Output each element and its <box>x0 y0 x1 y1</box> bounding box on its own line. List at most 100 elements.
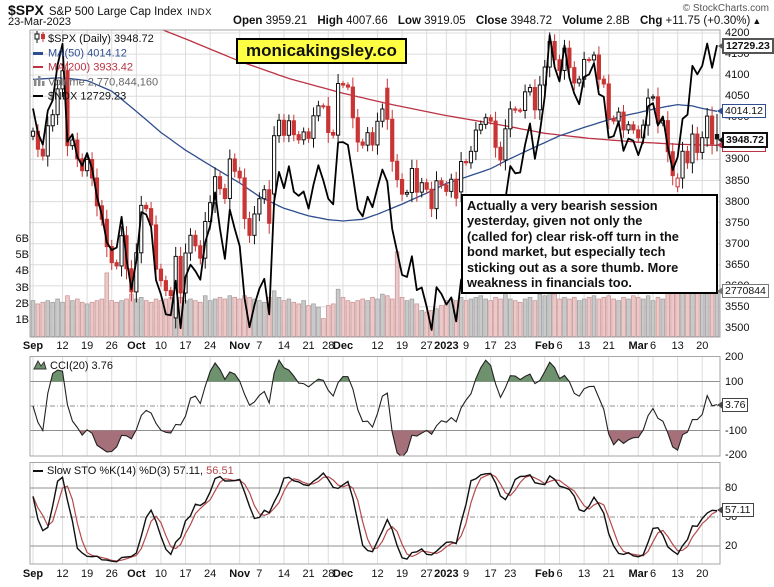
stockcharts-copyright: © StockCharts.com <box>682 3 769 14</box>
x-axis-tick-label: Feb <box>534 568 555 580</box>
volume-axis-label: 5B <box>15 249 29 261</box>
x-axis-tick-label: 21 <box>302 568 315 580</box>
x-axis-tick-label: 12 <box>371 340 384 352</box>
x-axis-tick-label: 17 <box>484 340 497 352</box>
badge-notch <box>717 141 723 150</box>
close-value: 3948.72 <box>510 15 553 27</box>
low-label: Low <box>397 15 421 27</box>
x-axis-tick-label: 2023 <box>434 340 459 352</box>
badge-notch <box>717 107 723 116</box>
legend-ma50: MA(50) 4014.12 <box>33 47 158 61</box>
x-axis-tick-label: 12 <box>371 568 384 580</box>
axis-badge-4014.12: 4014.12 <box>717 104 766 119</box>
cci-oversold-fill <box>79 430 689 456</box>
x-axis-tick-label: Oct <box>127 568 146 580</box>
volume-value: 2.8B <box>606 15 630 27</box>
chg-up-arrow-icon: ▲ <box>752 16 762 26</box>
x-axis-tick-label: Nov <box>229 568 251 580</box>
low-value: 3919.05 <box>424 15 466 27</box>
x-axis-tick-label: Dec <box>332 340 354 352</box>
price-axis-label: 3700 <box>725 237 750 250</box>
ma200-line <box>161 30 718 146</box>
x-axis-tick-label: 28 <box>322 340 335 352</box>
sto-d-line <box>32 473 718 562</box>
sto-panel-legend: Slow STO %K(14) %D(3) 57.11, 56.51 <box>33 465 234 477</box>
price-axis-label: 3850 <box>725 174 750 187</box>
price-axis-label: 4200 <box>725 27 750 39</box>
sto-legend-label: Slow STO %K(14) %D(3) 57.11, <box>47 465 204 477</box>
price-axis-label: 3500 <box>725 322 750 334</box>
watermark-banner: monicakingsley.co <box>236 38 407 64</box>
x-axis-tick-label: 26 <box>105 340 118 352</box>
axis-badge-12729.23: 12729.23 <box>718 38 774 55</box>
legend-ndx-label: $NDX 12729.23 <box>48 90 127 103</box>
x-axis-tick-label: 23 <box>504 568 517 580</box>
open-label: Open <box>233 15 263 27</box>
x-axis-tick-label: 12 <box>56 340 69 352</box>
ohlc-quote-row: Open 3959.21 High 4007.66 Low 3919.05 Cl… <box>233 15 761 27</box>
index-name: S&P 500 Large Cap Index <box>48 6 183 18</box>
cci-overbought-fill <box>50 360 570 382</box>
x-axis-tick-label: 20 <box>696 340 709 352</box>
x-axis-tick-label: 23 <box>504 340 517 352</box>
x-axis-tick-label: Sep <box>22 568 44 580</box>
cci-axis-label: -200 <box>725 449 748 461</box>
x-axis-tick-label: 24 <box>204 568 217 580</box>
x-axis-tick-label: 6 <box>649 340 657 352</box>
ticker-symbol: $SPX <box>8 2 44 18</box>
axis-badge-3948.72: 3948.72 <box>718 131 768 148</box>
legend-spx: $SPX (Daily) 3948.72 <box>33 31 158 47</box>
x-axis-tick-label: Sep <box>22 340 44 352</box>
chart-date: 23-Mar-2023 <box>8 16 71 28</box>
x-axis-tick-label: 27 <box>420 340 433 352</box>
x-axis-tick-label: 13 <box>578 568 591 580</box>
cci-panel-legend: CCI(20) 3.76 <box>33 359 113 372</box>
exchange-label: INDX <box>187 7 212 18</box>
x-axis-tick-label: 19 <box>81 340 94 352</box>
x-axis-tick-label: 17 <box>179 340 192 352</box>
cci-axis-label: 200 <box>725 351 744 363</box>
x-axis-tick-label: 19 <box>395 568 409 580</box>
x-axis-tick-label: 13 <box>578 340 591 352</box>
badge-notch <box>717 506 723 515</box>
sto-d-value: 56.51 <box>206 465 234 477</box>
sto-k-line <box>32 472 718 563</box>
x-axis-tick-label: 27 <box>420 568 433 580</box>
x-axis-tick-label: 14 <box>277 340 291 352</box>
legend-ma200: MA(200) 3933.42 <box>33 61 158 75</box>
area-chart-icon <box>33 359 50 372</box>
x-axis-tick-label: Oct <box>127 340 146 352</box>
axis-badge-57.11: 57.11 <box>717 503 754 518</box>
volume-label: Volume <box>562 15 603 27</box>
legend-volume: Volume 2,770,844,160 <box>33 75 158 90</box>
x-axis-tick-label: Dec <box>332 568 354 580</box>
x-axis-tick-label: 26 <box>105 568 118 580</box>
x-axis-tick-label: 21 <box>602 340 615 352</box>
x-axis-tick-label: Nov <box>229 340 251 352</box>
x-axis-tick-label: 6 <box>556 340 563 352</box>
chg-value: +11.75 (+0.30%) <box>665 15 751 27</box>
chart-header: $SPX S&P 500 Large Cap Index INDX <box>8 2 212 20</box>
legend-ma200-label: MA(200) 3933.42 <box>48 61 133 74</box>
main-chart-legend: $SPX (Daily) 3948.72 MA(50) 4014.12 MA(2… <box>33 31 158 104</box>
x-axis-tick-label: 9 <box>462 568 470 580</box>
cci-axis-label: -100 <box>725 424 748 437</box>
x-axis-tick-label: Mar <box>628 340 649 352</box>
legend-spx-label: $SPX (Daily) 3948.72 <box>48 33 154 46</box>
x-axis-tick-label: 13 <box>671 568 684 580</box>
ma50-line <box>32 77 718 222</box>
volume-axis-label: 1B <box>15 314 29 327</box>
badge-notch <box>717 401 723 410</box>
price-axis-label: 3650 <box>725 258 750 271</box>
x-axis-tick-label: 10 <box>154 568 168 580</box>
x-axis-tick-label: 17 <box>179 568 192 580</box>
sto-line-icon <box>33 469 43 473</box>
x-axis-tick-label: 24 <box>204 340 217 352</box>
cci-line <box>32 358 718 456</box>
ndx-overlay-line <box>32 34 718 331</box>
x-axis-tick-label: 19 <box>395 340 409 352</box>
annotation-note: Actually a very bearish session yesterda… <box>461 194 718 295</box>
price-axis-label: 3900 <box>725 153 750 166</box>
volume-axis-label: 3B <box>15 281 29 294</box>
badge-notch <box>717 287 723 296</box>
